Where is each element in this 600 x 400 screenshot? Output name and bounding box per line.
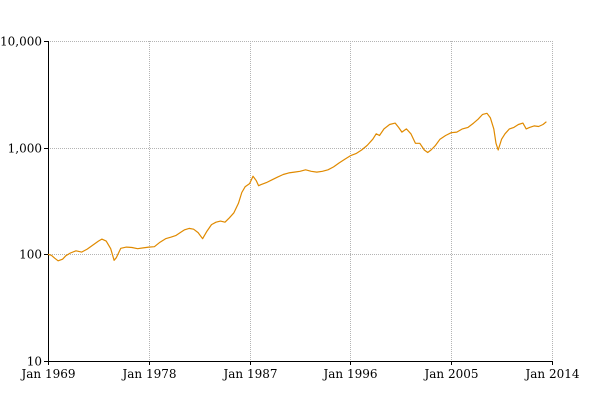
tick-label-layer: 10 100 1,000 10,000 Jan 1969 Jan 1978 Jan 1987… bbox=[0, 35, 580, 382]
x-tick-label: Jan 2014 bbox=[523, 367, 579, 381]
axis-layer bbox=[44, 41, 553, 365]
series-layer bbox=[47, 112, 547, 262]
grid-layer bbox=[48, 41, 553, 362]
x-tick-label: Jan 1996 bbox=[321, 367, 377, 381]
y-tick-label: 10 bbox=[27, 355, 42, 369]
y-tick-label: 10,000 bbox=[0, 35, 42, 49]
x-tick-label: Jan 1969 bbox=[19, 367, 75, 381]
x-tick-label: Jan 2005 bbox=[422, 367, 478, 381]
y-tick-label: 100 bbox=[19, 248, 42, 262]
x-tick-label: Jan 1987 bbox=[221, 367, 277, 381]
series-line bbox=[47, 112, 547, 262]
y-tick-label: 1,000 bbox=[8, 142, 42, 156]
x-tick-label: Jan 1978 bbox=[120, 367, 176, 381]
